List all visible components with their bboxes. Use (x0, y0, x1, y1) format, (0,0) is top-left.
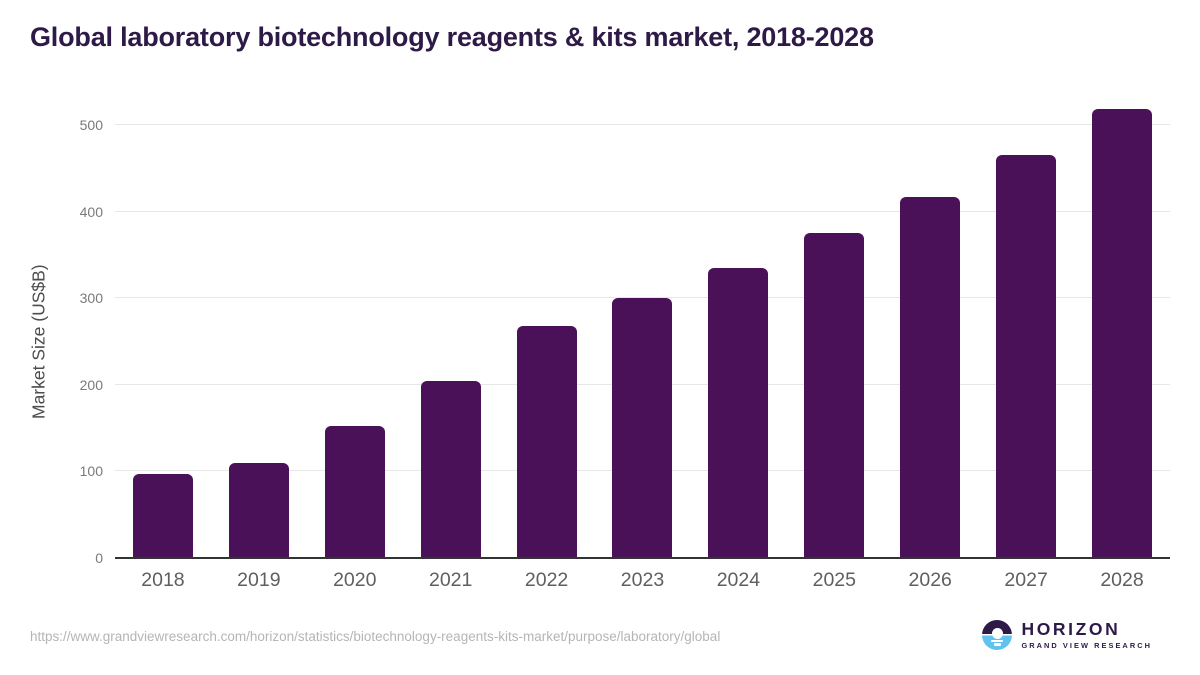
bar-2026[interactable] (900, 196, 961, 558)
bar-2025[interactable] (804, 233, 865, 558)
gridline (115, 124, 1170, 125)
horizon-logo: HORIZON GRAND VIEW RESEARCH (982, 620, 1152, 650)
bar-2020[interactable] (324, 426, 385, 558)
y-tick-label: 400 (79, 203, 103, 220)
x-axis-label-2023: 2023 (620, 569, 665, 591)
logo-reflection-line2-icon (993, 643, 1001, 646)
x-axis-label-2018: 2018 (141, 569, 185, 591)
bar-slot (882, 125, 978, 558)
bar-slot (403, 125, 499, 558)
bar-slot (211, 125, 307, 558)
bars-row (115, 109, 1170, 558)
y-tick-label: 300 (79, 290, 103, 307)
bar-slot (978, 125, 1074, 558)
x-axis-line (115, 556, 1170, 559)
x-axis-label-2025: 2025 (812, 569, 856, 591)
y-tick-label: 100 (79, 463, 103, 480)
bar-slot (307, 125, 403, 558)
logo-tagline-text: GRAND VIEW RESEARCH (1021, 640, 1152, 650)
y-tick-label: 200 (79, 376, 103, 393)
x-axis-label-2021: 2021 (428, 569, 473, 591)
horizon-logo-icon (982, 620, 1013, 650)
x-axis-label-2026: 2026 (908, 569, 952, 591)
bar-2018[interactable] (132, 474, 193, 558)
x-axis-label-2024: 2024 (716, 569, 761, 591)
logo-brand-text: HORIZON (1021, 618, 1121, 639)
bar-2019[interactable] (228, 462, 289, 558)
x-axis-labels: 2018 2019 2020 2021 2022 2023 2024 2025 2026 2027… (115, 569, 1170, 592)
logo-text: HORIZON GRAND VIEW RESEARCH (1021, 618, 1152, 650)
logo-reflection-line-icon (991, 639, 1004, 642)
logo-sun-icon (991, 628, 1003, 639)
y-axis-tick-labels: 0 100 200 300 400 500 (0, 117, 103, 566)
x-axis-label-2022: 2022 (524, 569, 569, 591)
bar-slot (595, 125, 691, 558)
bar-slot (499, 125, 595, 558)
source-url: https://www.grandviewresearch.com/horizo… (30, 629, 721, 644)
bar-2024[interactable] (708, 267, 769, 558)
bar-2027[interactable] (996, 155, 1057, 558)
x-axis-label-2028: 2028 (1100, 569, 1144, 591)
bar-2022[interactable] (516, 325, 577, 558)
x-axis-label-2020: 2020 (333, 569, 377, 591)
x-axis-label-2019: 2019 (237, 569, 281, 591)
bar-slot (1074, 109, 1170, 558)
bar-2021[interactable] (420, 381, 481, 558)
bar-2028[interactable] (1092, 109, 1153, 558)
chart-title: Global laboratory biotechnology reagents… (30, 22, 874, 52)
bar-slot (690, 125, 786, 558)
y-tick-label: 0 (95, 550, 103, 566)
plot-area (115, 109, 1170, 559)
gridline (115, 297, 1170, 299)
bar-2023[interactable] (612, 298, 673, 558)
bar-slot (115, 125, 211, 558)
y-tick-label: 500 (79, 117, 103, 133)
bar-slot (786, 125, 882, 558)
x-axis-label-2027: 2027 (1004, 569, 1048, 591)
gridline (115, 210, 1170, 212)
